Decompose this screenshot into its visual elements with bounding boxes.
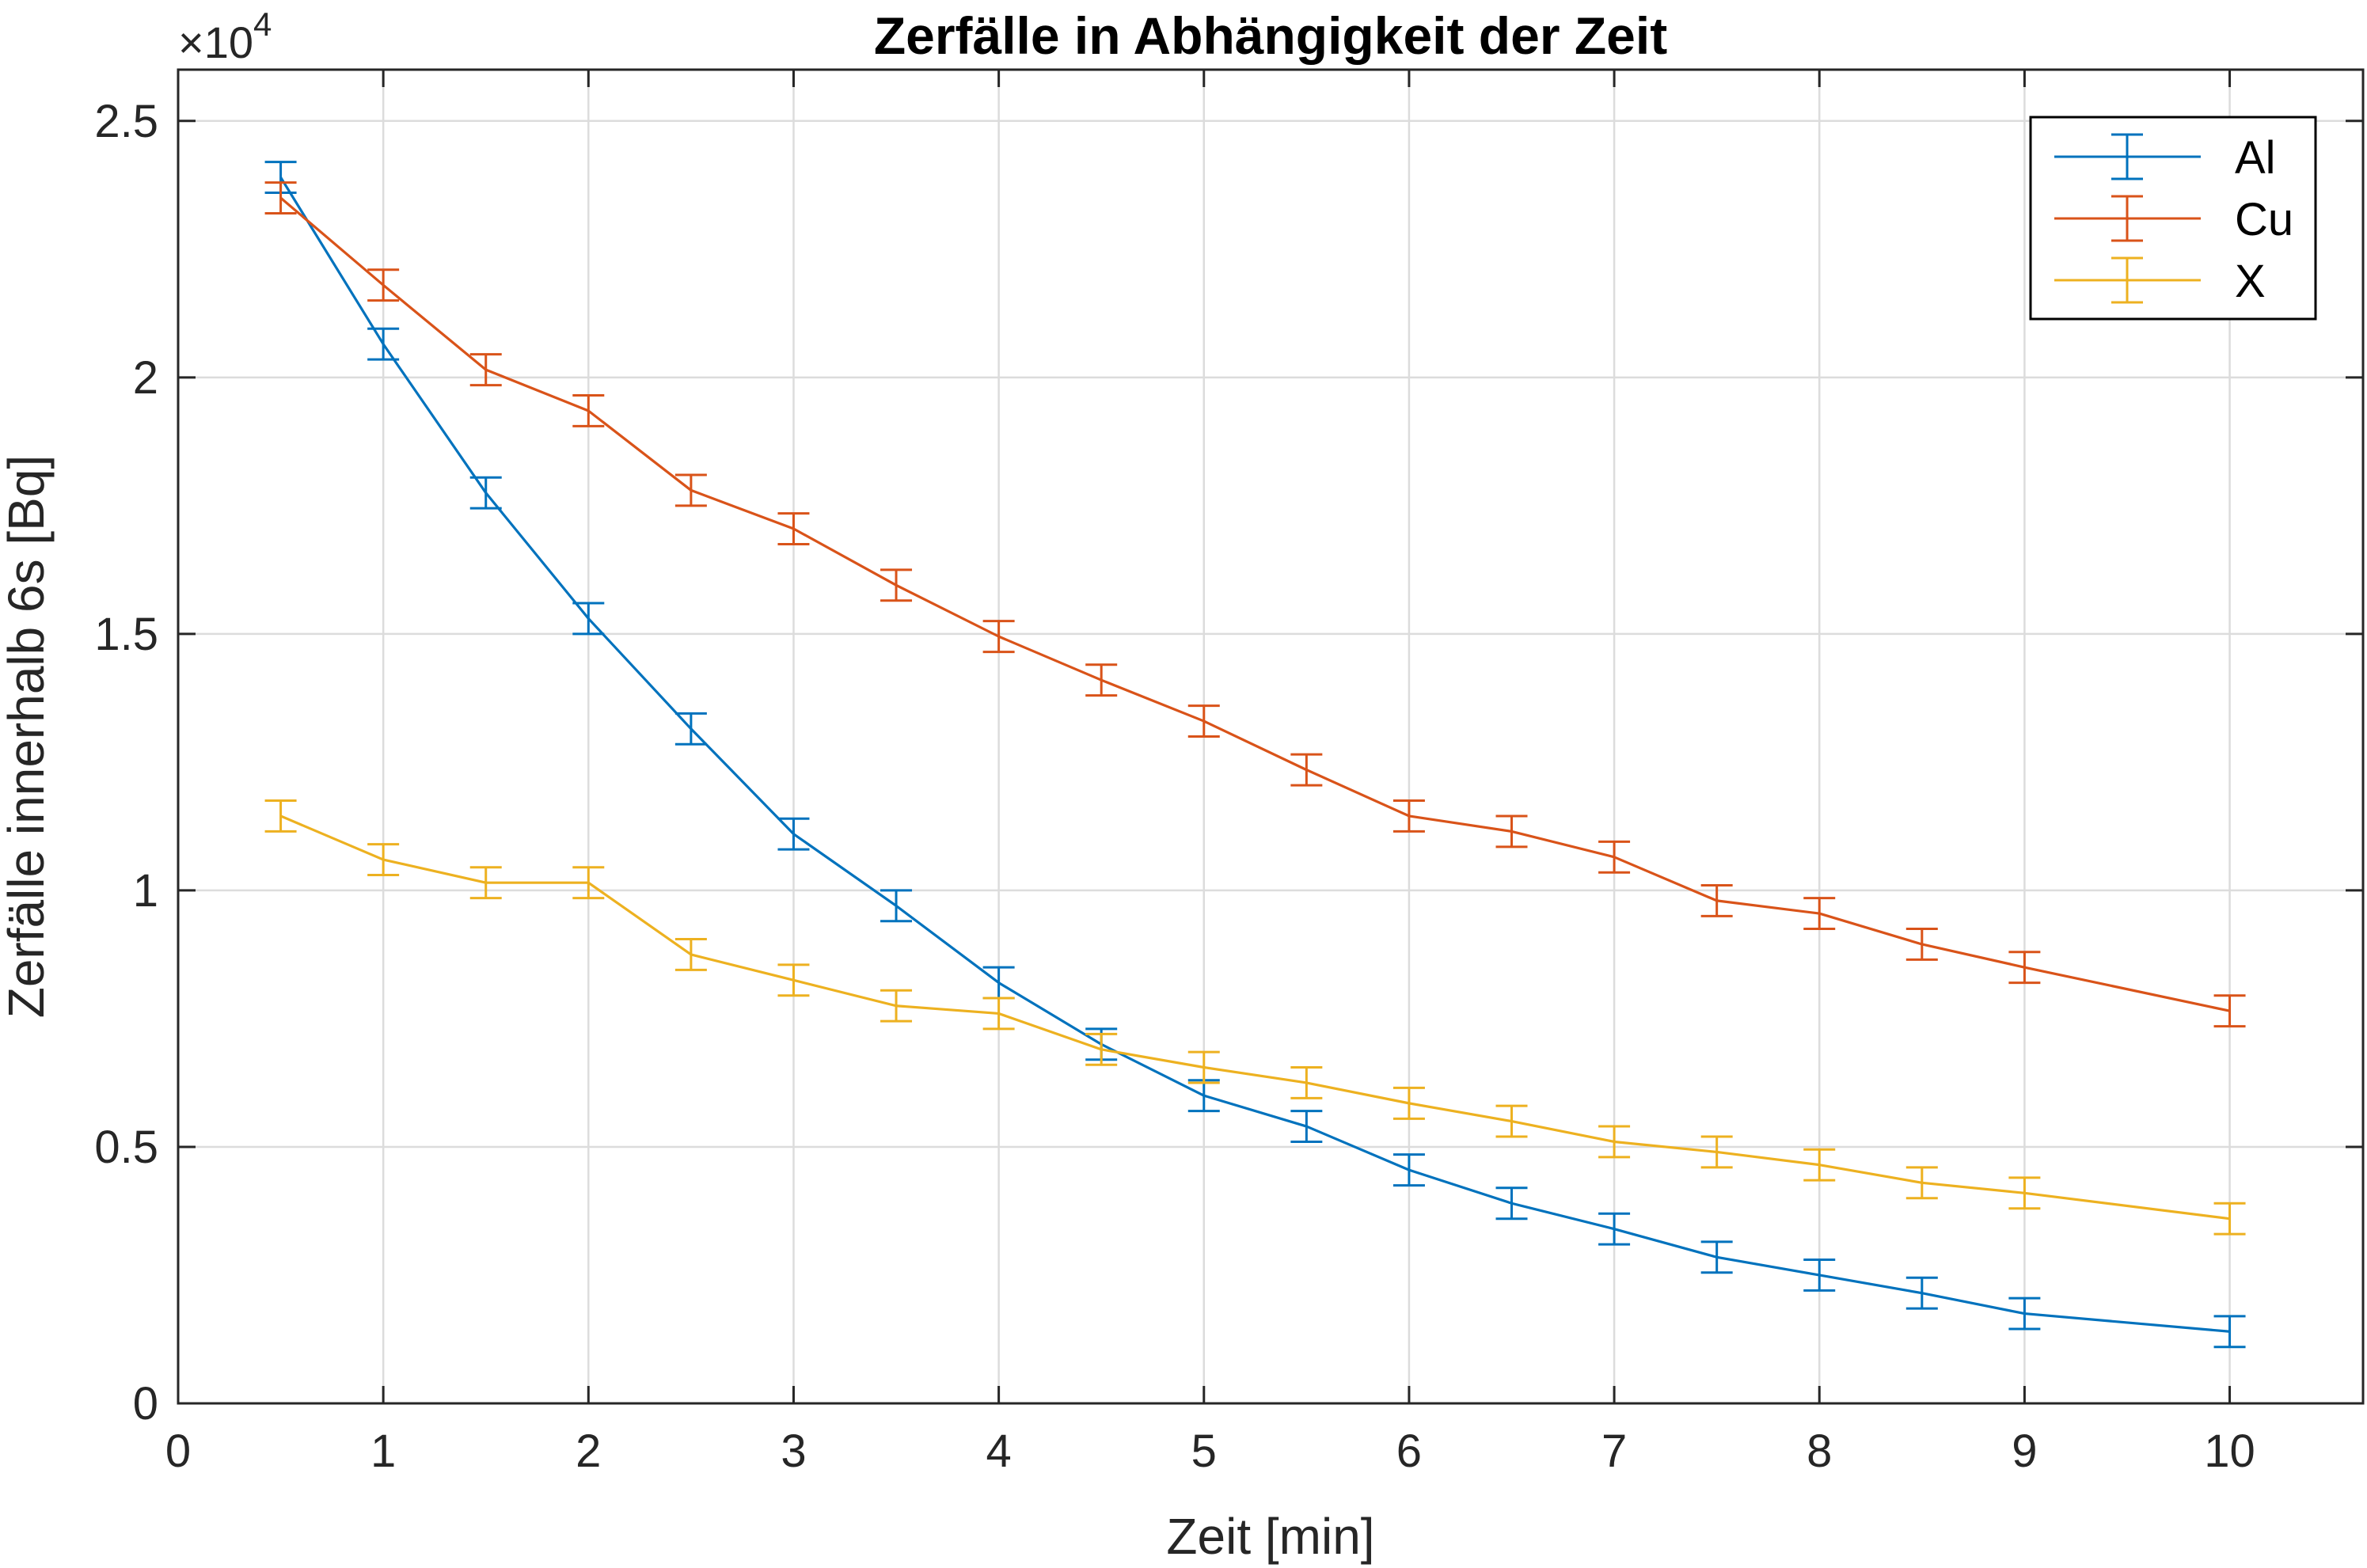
error-bar [2008, 1176, 2041, 1210]
error-bar [367, 327, 400, 361]
error-bar [572, 866, 605, 900]
error-bar [264, 181, 297, 215]
x-tick-label: 0 [165, 1426, 191, 1477]
error-bar [1290, 1066, 1323, 1099]
error-bar [1700, 1240, 1733, 1274]
error-bar [2213, 1315, 2246, 1349]
axis-ticks: 0 1 2 3 4 5 6 7 8 9 10 0 0.5 1 1.5 2 2.5 [94, 70, 2363, 1477]
series-x [264, 799, 2246, 1236]
error-bar [1598, 1212, 1631, 1246]
y-tick-label: 1.5 [94, 609, 158, 660]
error-bar [2213, 1202, 2246, 1236]
error-bar [777, 817, 810, 851]
error-bar [1495, 1186, 1528, 1221]
error-bar [880, 989, 913, 1023]
error-bar [1392, 1086, 1425, 1120]
error-bar [469, 866, 502, 900]
x-tick-label: 6 [1396, 1426, 1422, 1477]
error-bar [1803, 897, 1836, 931]
chart-title: Zerfälle in Abhängigkeit der Zeit [874, 6, 1667, 65]
y-tick-label: 0.5 [94, 1122, 158, 1173]
x-tick-label: 2 [576, 1426, 601, 1477]
x-tick-label: 7 [1601, 1426, 1627, 1477]
legend-item-x: X [2054, 256, 2266, 307]
error-bar [777, 512, 810, 545]
y-axis-exponent-power: 4 [253, 6, 272, 43]
error-bar [1085, 663, 1118, 697]
error-bar [572, 602, 605, 636]
x-tick-label: 10 [2204, 1426, 2255, 1477]
error-bar [1187, 704, 1220, 738]
error-bar [1392, 799, 1425, 833]
y-axis-exponent-base: ×10 [178, 17, 253, 67]
error-bar [982, 620, 1015, 654]
error-bar [2008, 951, 2041, 985]
x-tick-label: 1 [370, 1426, 396, 1477]
y-tick-label: 1 [133, 865, 158, 917]
legend-label: X [2235, 256, 2266, 307]
error-bar [1598, 840, 1631, 874]
error-bar [1803, 1148, 1836, 1182]
error-bar [1085, 1032, 1118, 1066]
series-cu [264, 181, 2246, 1028]
x-tick-label: 4 [986, 1426, 1011, 1477]
error-bar [1495, 1104, 1528, 1138]
error-bar [1905, 1276, 1938, 1310]
y-tick-label: 2.5 [94, 96, 158, 147]
error-bar [1392, 1153, 1425, 1187]
y-axis-exponent: ×104 [178, 6, 272, 67]
error-bar [777, 963, 810, 997]
error-bar [367, 843, 400, 876]
error-bar [982, 997, 1015, 1031]
plot-area-border [177, 68, 2365, 1405]
legend-item-cu: Cu [2054, 194, 2293, 245]
error-bar [1803, 1259, 1836, 1292]
error-bar [367, 268, 400, 302]
y-tick-label: 0 [133, 1378, 158, 1429]
error-bar [1495, 814, 1528, 849]
error-bar [2213, 994, 2246, 1028]
error-bar [469, 476, 502, 510]
y-tick-label: 2 [133, 352, 158, 404]
error-bar [880, 889, 913, 923]
legend: Al Cu X [2029, 116, 2317, 321]
x-tick-label: 8 [1807, 1426, 1832, 1477]
error-bar [880, 568, 913, 602]
error-bar [1700, 883, 1733, 917]
error-bar [674, 937, 707, 971]
legend-label: Al [2235, 132, 2276, 184]
error-bar [1187, 1050, 1220, 1084]
error-bar [1290, 1110, 1323, 1143]
error-bar [469, 353, 502, 387]
error-bar [1700, 1135, 1733, 1169]
error-bar [1598, 1125, 1631, 1159]
legend-item-al: Al [2054, 132, 2276, 184]
x-tick-label: 5 [1191, 1426, 1217, 1477]
y-axis-title: Zerfälle innerhalb 6s [Bq] [0, 455, 55, 1019]
error-bar [1290, 753, 1323, 787]
error-bar [674, 712, 707, 746]
series [264, 161, 2246, 1349]
error-bar [1905, 1166, 1938, 1200]
error-bar [572, 394, 605, 427]
error-bar [674, 473, 707, 507]
legend-label: Cu [2235, 194, 2293, 245]
error-bar [1905, 928, 1938, 961]
x-tick-label: 3 [781, 1426, 806, 1477]
error-bar [2008, 1297, 2041, 1331]
x-tick-label: 9 [2012, 1426, 2037, 1477]
error-bar [264, 799, 297, 833]
x-axis-title: Zeit [min] [1166, 1508, 1374, 1565]
